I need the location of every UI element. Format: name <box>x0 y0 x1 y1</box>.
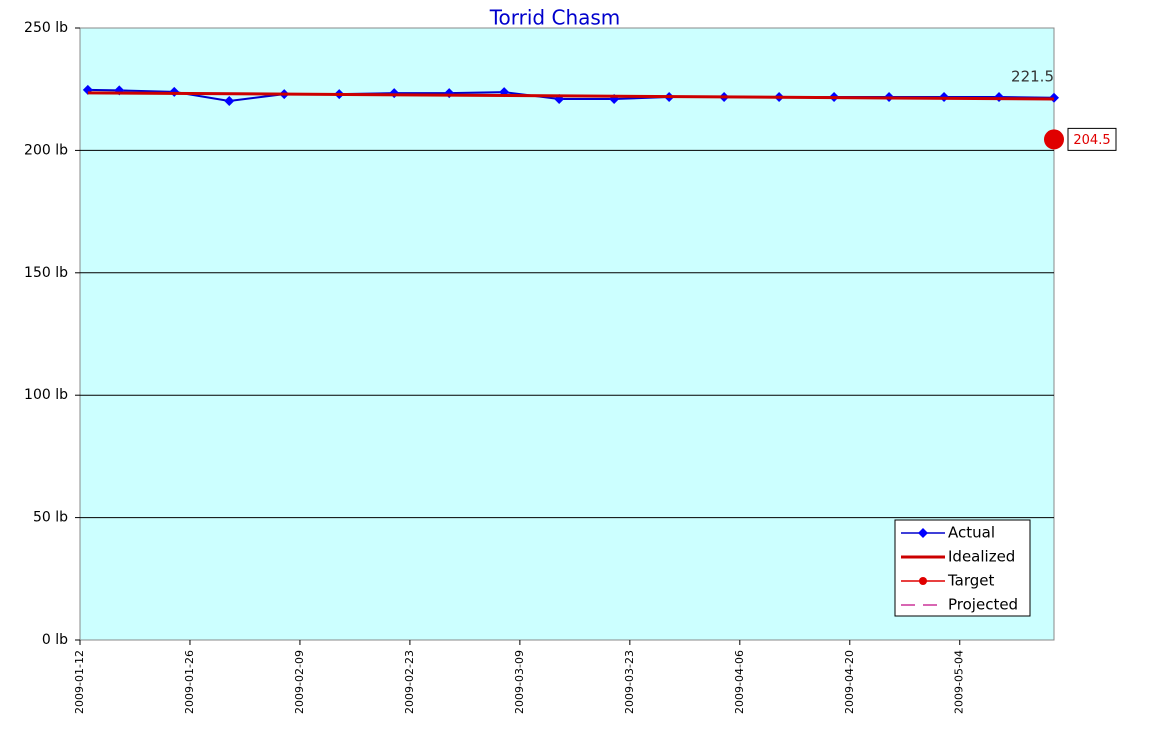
x-tick-label: 2009-03-09 <box>513 650 526 714</box>
legend-label: Idealized <box>948 548 1015 566</box>
y-tick-label: 0 lb <box>42 632 68 648</box>
legend: Actual Idealized Target Projected <box>894 519 1031 617</box>
x-tick-label: 2009-03-23 <box>623 650 636 714</box>
x-tick-label: 2009-01-26 <box>183 650 196 714</box>
y-tick-label: 200 lb <box>24 142 68 158</box>
target-label: 204.5 <box>1073 133 1110 148</box>
x-tick-label: 2009-01-12 <box>73 650 86 714</box>
point-marker <box>224 95 235 106</box>
legend-label: Projected <box>948 596 1018 614</box>
series-line <box>87 91 1055 101</box>
plot-area <box>79 27 1055 641</box>
y-tick-label: 150 lb <box>24 265 68 281</box>
x-tick-label: 2009-02-09 <box>293 650 306 714</box>
x-tick-label: 2009-04-20 <box>843 650 856 714</box>
target-label-box <box>1067 127 1117 151</box>
data-label: 221.5 <box>1011 67 1054 85</box>
y-tick-label: 250 lb <box>24 20 68 36</box>
chart-title: Torrid Chasm <box>489 6 621 30</box>
x-tick-label: 2009-02-23 <box>403 650 416 714</box>
legend-box <box>894 519 1031 617</box>
target-marker <box>1044 129 1064 150</box>
x-tick-label: 2009-05-04 <box>953 650 966 714</box>
legend-marker <box>919 577 927 585</box>
legend-marker <box>918 528 928 538</box>
x-tick-label: 2009-04-06 <box>733 650 746 714</box>
legend-label: Actual <box>948 524 995 542</box>
y-tick-label: 50 lb <box>33 510 68 526</box>
legend-label: Target <box>947 572 995 590</box>
y-tick-label: 100 lb <box>24 387 68 403</box>
